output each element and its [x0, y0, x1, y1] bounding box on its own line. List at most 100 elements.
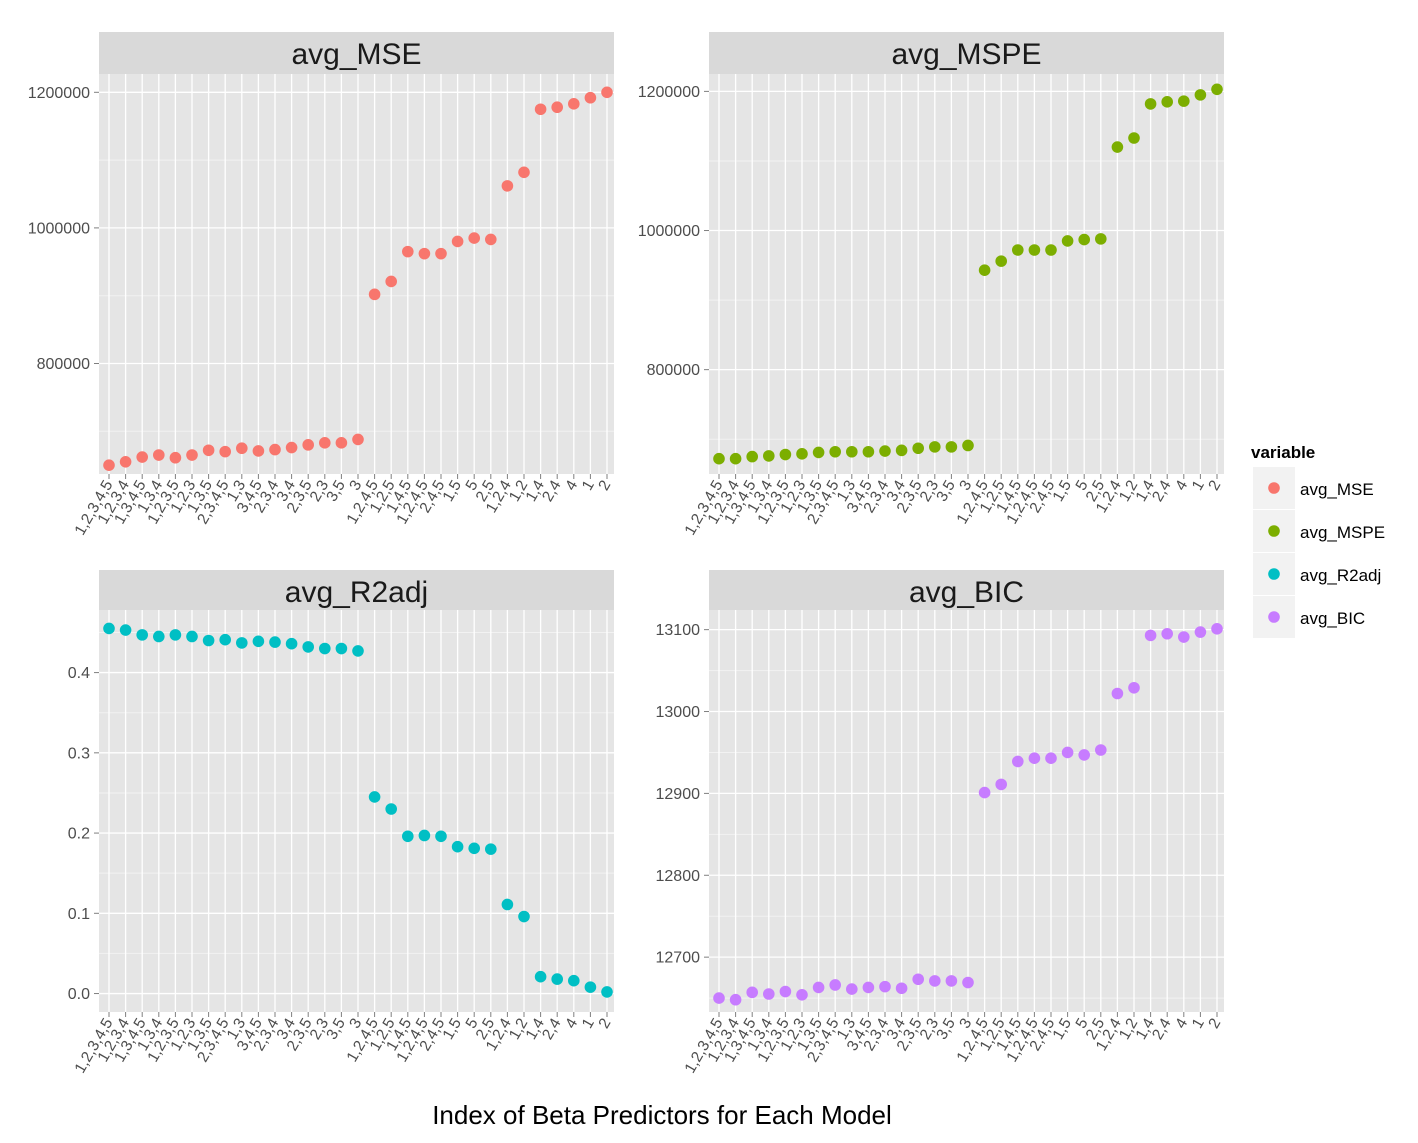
- data-point: [120, 624, 132, 636]
- data-point: [1211, 84, 1223, 96]
- data-point: [203, 635, 215, 647]
- data-point: [236, 637, 248, 649]
- data-point: [713, 992, 725, 1004]
- data-point: [535, 971, 547, 983]
- data-point: [879, 445, 891, 457]
- data-point: [203, 444, 215, 456]
- legend-label: avg_R2adj: [1300, 566, 1381, 585]
- data-point: [1112, 688, 1124, 700]
- legend-title: variable: [1251, 443, 1315, 462]
- data-point: [352, 434, 364, 446]
- data-point: [502, 180, 514, 192]
- data-point: [1195, 626, 1207, 638]
- data-point: [302, 439, 314, 451]
- data-point: [551, 973, 563, 985]
- data-point: [929, 441, 941, 453]
- data-point: [269, 636, 281, 648]
- data-point: [502, 899, 514, 911]
- data-point: [946, 441, 958, 453]
- legend-key-point: [1268, 482, 1280, 494]
- data-point: [585, 981, 597, 993]
- panel-background: [99, 74, 614, 474]
- data-point: [829, 446, 841, 458]
- data-point: [746, 987, 758, 999]
- data-point: [730, 453, 742, 465]
- facet-avg-r2adj: avg_R2adj0.00.10.20.30.41,2,3,4,51,2,3,4…: [68, 570, 615, 1076]
- data-point: [995, 255, 1007, 267]
- data-point: [1112, 141, 1124, 153]
- data-point: [846, 983, 858, 995]
- y-tick-label: 12700: [656, 950, 701, 967]
- data-point: [336, 437, 348, 449]
- data-point: [1095, 744, 1107, 756]
- data-point: [419, 248, 431, 260]
- data-point: [551, 101, 563, 113]
- legend-key-point: [1268, 611, 1280, 623]
- data-point: [518, 167, 530, 179]
- data-point: [1145, 98, 1157, 110]
- x-tick-label: 2: [595, 478, 614, 494]
- data-point: [879, 981, 891, 993]
- y-tick-label: 1000000: [638, 223, 700, 240]
- data-point: [385, 276, 397, 288]
- y-tick-label: 12900: [656, 786, 701, 803]
- x-tick-label: 3,5: [933, 1016, 959, 1043]
- data-point: [1128, 682, 1140, 694]
- data-point: [1178, 631, 1190, 643]
- data-point: [746, 451, 758, 463]
- y-tick-label: 0.2: [68, 826, 90, 843]
- x-tick-label: 2: [1205, 478, 1224, 494]
- panel-background: [99, 610, 614, 1012]
- data-point: [1095, 233, 1107, 245]
- data-point: [763, 988, 775, 1000]
- data-point: [385, 803, 397, 815]
- data-point: [269, 444, 281, 456]
- data-point: [136, 629, 148, 641]
- data-point: [813, 982, 825, 994]
- facet-strip-label: avg_MSE: [291, 38, 421, 71]
- x-tick-label: 1,5: [1050, 478, 1076, 505]
- legend-item: avg_MSE: [1253, 467, 1374, 509]
- data-point: [1062, 747, 1074, 759]
- data-point: [863, 982, 875, 994]
- data-point: [912, 442, 924, 454]
- facet-strip-label: avg_MSPE: [891, 38, 1041, 71]
- data-point: [796, 448, 808, 460]
- facet-panels: avg_MSE800000100000012000001,2,3,4,51,2,…: [28, 32, 1225, 1076]
- legend-items: avg_MSE avg_MSPE avg_R2adj avg_BIC: [1253, 467, 1385, 638]
- x-tick-label: 2: [595, 1016, 614, 1032]
- data-point: [1161, 628, 1173, 640]
- data-point: [452, 841, 464, 853]
- data-point: [170, 452, 182, 464]
- facet-strip-label: avg_BIC: [909, 576, 1024, 609]
- legend-item: avg_BIC: [1253, 596, 1365, 638]
- data-point: [1078, 749, 1090, 761]
- data-point: [896, 982, 908, 994]
- data-point: [1045, 752, 1057, 764]
- data-point: [829, 979, 841, 991]
- data-point: [518, 911, 530, 923]
- data-point: [369, 791, 381, 803]
- data-point: [780, 449, 792, 461]
- legend: variable avg_MSE avg_MSPE avg_R2adj avg_BIC: [1251, 443, 1385, 638]
- legend-label: avg_BIC: [1300, 609, 1365, 628]
- facet-avg-bic: avg_BIC12700128001290013000131001,2,3,4,…: [656, 570, 1225, 1076]
- data-point: [1012, 244, 1024, 256]
- data-point: [995, 779, 1007, 791]
- data-point: [1178, 95, 1190, 107]
- data-point: [863, 446, 875, 458]
- data-point: [435, 248, 447, 260]
- data-point: [1195, 89, 1207, 101]
- data-point: [730, 994, 742, 1006]
- y-tick-label: 0.1: [68, 906, 90, 923]
- data-point: [1012, 756, 1024, 768]
- facet-strip-label: avg_R2adj: [285, 576, 428, 609]
- x-tick-label: 3,5: [323, 478, 349, 505]
- facet-avg-mse: avg_MSE800000100000012000001,2,3,4,51,2,…: [28, 32, 615, 538]
- data-point: [402, 830, 414, 842]
- legend-label: avg_MSPE: [1300, 523, 1385, 542]
- data-point: [796, 989, 808, 1001]
- facet-avg-mspe: avg_MSPE800000100000012000001,2,3,4,51,2…: [638, 32, 1225, 538]
- x-tick-label: 1,5: [440, 1016, 466, 1043]
